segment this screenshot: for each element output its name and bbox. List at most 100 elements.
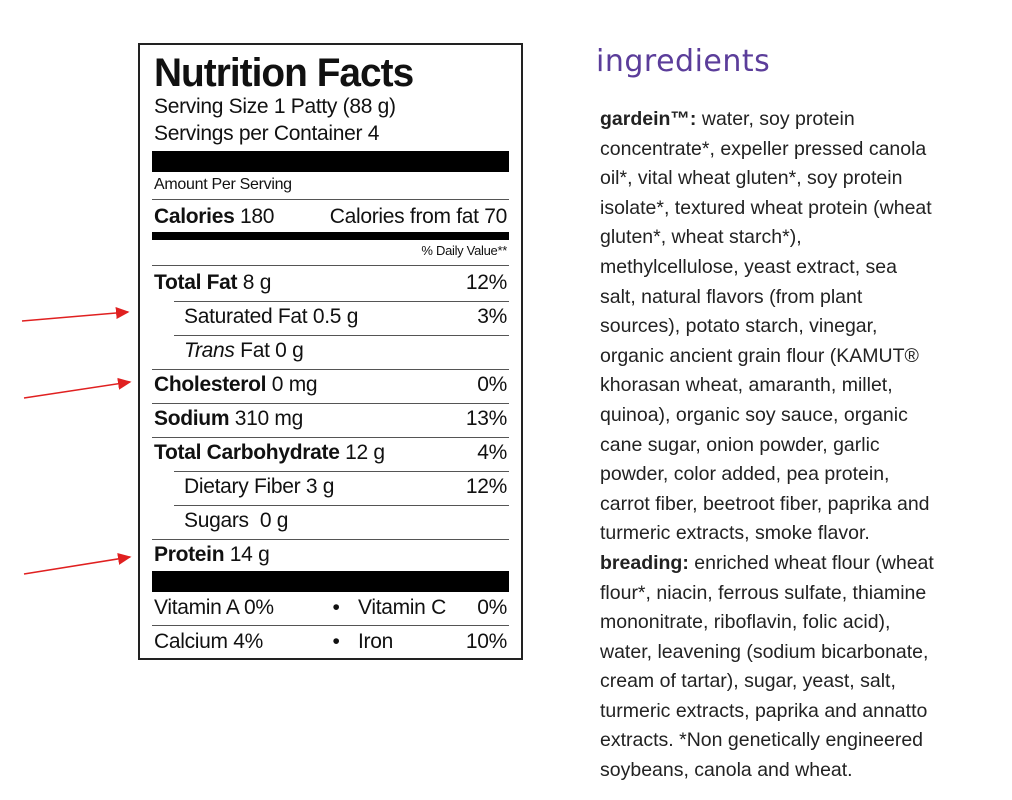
nutrition-facts-label: Nutrition Facts Serving Size 1 Patty (88… <box>138 43 523 660</box>
ingredients-line: gardein™: water, soy protein <box>600 105 995 135</box>
nutrient-amount: 3 g <box>305 475 335 498</box>
ingredients-line: carrot fiber, beetroot fiber, paprika an… <box>600 492 930 515</box>
nutrient-percent: 12% <box>465 475 507 498</box>
bullet-separator: • <box>332 596 340 619</box>
nutrient-name: Sodium <box>154 407 230 430</box>
ingredients-line: concentrate*, expeller pressed canola <box>600 137 927 160</box>
ingredients-line: quinoa), organic soy sauce, organic <box>600 403 908 426</box>
ingredients-line: soybeans, canola and wheat. <box>600 759 853 782</box>
mineral-row: Calcium 4% • Iron 10% <box>154 627 507 657</box>
serving-size: Serving Size 1 Patty (88 g) <box>154 95 396 118</box>
arrow-protein <box>23 552 132 575</box>
divider <box>152 199 509 200</box>
arrow-saturated-fat <box>21 307 130 322</box>
nutrient-amount: 0 g <box>275 339 304 362</box>
nutrient-name: Total Carbohydrate <box>154 441 340 464</box>
nutrient-percent: 12% <box>465 271 507 294</box>
ingredients-heading: ingredients <box>596 44 771 79</box>
ingredients-line: salt, natural flavors (from plant <box>600 285 863 308</box>
ingredients-line: methylcellulose, yeast extract, sea <box>600 255 897 278</box>
nutrient-row-saturated-fat: Saturated Fat 0.5 g 3% <box>184 302 507 332</box>
amount-per-serving: Amount Per Serving <box>154 176 292 193</box>
nutrient-row-trans-fat: Trans Fat 0 g <box>184 336 507 366</box>
ingredients-section-label: breading: <box>600 551 689 574</box>
thick-divider <box>152 571 509 592</box>
calories-value: 180 <box>240 205 275 228</box>
ingredients-line: cream of tartar), sugar, yeast, salt, <box>600 670 896 693</box>
nutrient-row-dietary-fiber: Dietary Fiber 3 g 12% <box>184 472 507 502</box>
ingredients-text: gardein™: water, soy protein concentrate… <box>600 105 995 786</box>
nutrient-percent: 0% <box>477 373 507 396</box>
divider <box>174 335 509 336</box>
nutrient-amount: 14 g <box>229 543 270 566</box>
ingredients-line: cane sugar, onion powder, garlic <box>600 433 880 456</box>
nutrient-row-sodium: Sodium 310 mg 13% <box>154 404 507 434</box>
nutrient-amount: 0.5 g <box>312 305 359 328</box>
ingredients-line: sources), potato starch, vinegar, <box>600 315 878 338</box>
ingredients-section-label: gardein™: <box>600 108 697 130</box>
nutrient-percent: 13% <box>465 407 507 430</box>
ingredients-line: gluten*, wheat starch*), <box>600 226 802 249</box>
divider <box>174 301 509 302</box>
ingredients-line: oil*, vital wheat gluten*, soy protein <box>600 167 903 190</box>
ingredients-line: khorasan wheat, amaranth, millet, <box>600 374 893 397</box>
divider <box>152 369 509 370</box>
nutrition-facts-title: Nutrition Facts <box>154 51 414 95</box>
ingredients-line: extracts. *Non genetically engineered <box>600 729 924 752</box>
ingredients-line: mononitrate, riboflavin, folic acid), <box>600 611 891 634</box>
nutrient-row-protein: Protein 14 g <box>154 540 507 570</box>
ingredients-line: water, leavening (sodium bicarbonate, <box>600 640 929 663</box>
ingredients-line-text: enriched wheat flour (wheat <box>688 551 934 574</box>
thick-divider <box>152 151 509 172</box>
bullet-separator: • <box>332 630 340 653</box>
ingredients-line: powder, color added, pea protein, <box>600 463 890 486</box>
calories-from-fat: Calories from fat 70 <box>329 205 508 228</box>
calories-row: Calories 180 Calories from fat 70 <box>154 202 507 232</box>
divider <box>152 539 509 540</box>
divider <box>174 471 509 472</box>
divider <box>152 625 509 626</box>
ingredients-line: turmeric extracts, smoke flavor. <box>600 522 870 545</box>
vitamin-right-name: Iron <box>358 630 393 653</box>
nutrient-row-cholesterol: Cholesterol 0 mg 0% <box>154 370 507 400</box>
divider <box>152 403 509 404</box>
nutrient-amount: 310 mg <box>234 407 304 430</box>
daily-value-header: % Daily Value** <box>421 243 507 258</box>
ingredients-line: isolate*, textured wheat protein (wheat <box>600 196 932 219</box>
arrow-cholesterol <box>23 377 132 399</box>
vitamin-right-percent: 10% <box>465 630 507 653</box>
nutrient-name: Saturated Fat <box>184 305 308 328</box>
nutrient-name: Sugars <box>184 509 249 532</box>
vitamin-right-name: Vitamin C <box>358 596 446 619</box>
nutrient-name: Total Fat <box>154 271 238 294</box>
nutrient-row-total-carbohydrate: Total Carbohydrate 12 g 4% <box>154 438 507 468</box>
vitamin-left: Calcium 4% <box>154 630 264 653</box>
nutrient-row-sugars: Sugars 0 g <box>184 506 507 536</box>
nutrient-name: Protein <box>154 543 225 566</box>
nutrient-name-italic: Trans <box>184 339 235 362</box>
nutrient-amount: 0 mg <box>271 373 318 396</box>
nutrient-amount: 12 g <box>345 441 385 464</box>
nutrient-amount: 0 g <box>259 509 289 532</box>
ingredients-line: turmeric extracts, paprika and annatto <box>600 699 928 722</box>
nutrient-percent: 4% <box>477 441 507 464</box>
annotation-arrows <box>21 307 132 575</box>
ingredients-line-text: water, soy protein <box>696 108 855 130</box>
nutrient-name: Fat <box>240 339 270 362</box>
nutrient-name: Dietary Fiber <box>184 475 301 498</box>
divider <box>152 265 509 266</box>
ingredients-line: breading: enriched wheat flour (wheat <box>600 549 995 579</box>
divider <box>174 505 509 506</box>
vitamin-left: Vitamin A 0% <box>154 596 274 619</box>
nutrient-amount: 8 g <box>242 271 272 294</box>
nutrient-percent: 3% <box>477 305 507 328</box>
ingredients-line: flour*, niacin, ferrous sulfate, thiamin… <box>600 581 927 604</box>
ingredients-line: organic ancient grain flour (KAMUT® <box>600 344 919 367</box>
divider <box>152 437 509 438</box>
servings-per-container: Servings per Container 4 <box>154 122 380 145</box>
calories-label: Calories <box>154 205 235 228</box>
medium-divider <box>152 232 509 240</box>
vitamin-row: Vitamin A 0% • Vitamin C 0% <box>154 593 507 623</box>
nutrient-name: Cholesterol <box>154 373 267 396</box>
vitamin-right-percent: 0% <box>477 596 507 619</box>
